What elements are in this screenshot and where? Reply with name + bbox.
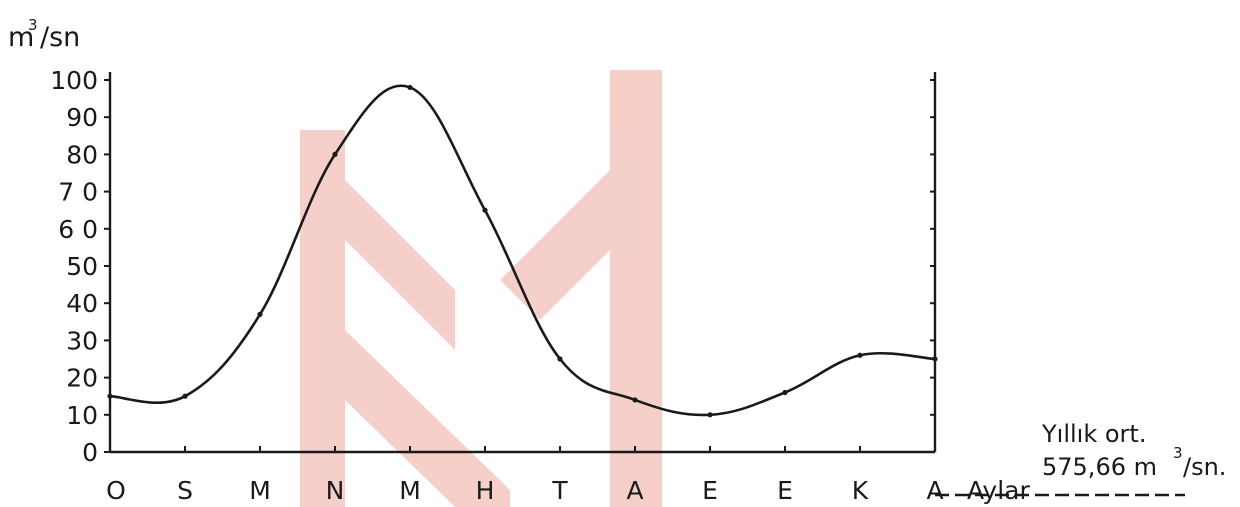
y-tick-label: 100 [50, 66, 98, 95]
y-axis-unit-sup: 3 [28, 16, 38, 34]
data-point [482, 207, 488, 213]
x-axis-label: Aylar [967, 476, 1030, 505]
x-tick-label: M [249, 476, 271, 505]
series-line [108, 84, 937, 417]
axes [108, 72, 1185, 497]
y-tick-labels: 0 10 20 30 40 50 6 0 7 0 80 90 100 [50, 66, 98, 467]
y-axis-unit-rest: /sn [40, 22, 80, 53]
y-tick-label: 7 0 [58, 178, 98, 207]
x-tick-label: T [551, 476, 568, 505]
x-tick-label: A [626, 476, 643, 505]
y-tick-label: 10 [66, 401, 98, 430]
y-tick-label: 50 [66, 252, 98, 281]
y-tick-label: 30 [66, 326, 98, 355]
x-tick-label: K [852, 476, 869, 505]
data-point [932, 356, 938, 362]
watermark-logo [300, 70, 662, 507]
x-tick-label: E [702, 476, 718, 505]
x-tick-label: O [106, 476, 126, 505]
annotation-rest: /sn. [1183, 453, 1226, 481]
data-point [257, 311, 263, 317]
y-tick-label: 90 [66, 103, 98, 132]
annotation-value: 575,66 m [1042, 453, 1157, 481]
annotation-line1: Yıllık ort. [1041, 420, 1146, 448]
y-axis-label: m 3 /sn [8, 16, 80, 53]
data-point [857, 352, 863, 358]
data-point [632, 397, 638, 403]
tick-marks [104, 79, 936, 453]
y-tick-label: 0 [82, 438, 98, 467]
x-tick-label: H [476, 476, 495, 505]
y-axis-unit-main: m [8, 22, 34, 53]
x-tick-label: E [777, 476, 793, 505]
x-tick-label: N [326, 476, 345, 505]
series-points [107, 84, 938, 418]
data-point [182, 393, 188, 399]
data-point [782, 389, 788, 396]
data-point [407, 84, 413, 91]
y-tick-label: 40 [66, 289, 98, 318]
data-point [332, 151, 338, 157]
x-tick-label: M [399, 476, 421, 505]
x-tick-label: S [177, 476, 193, 505]
x-tick-label: A [926, 476, 943, 505]
annual-average-annotation: Yıllık ort. 575,66 m 3 /sn. [1041, 420, 1226, 481]
y-tick-label: 6 0 [58, 215, 98, 244]
data-point [107, 393, 113, 399]
data-point [707, 412, 713, 418]
y-tick-label: 80 [66, 140, 98, 169]
data-point [557, 356, 563, 362]
annotation-sup: 3 [1173, 444, 1183, 462]
y-tick-label: 20 [66, 364, 98, 393]
